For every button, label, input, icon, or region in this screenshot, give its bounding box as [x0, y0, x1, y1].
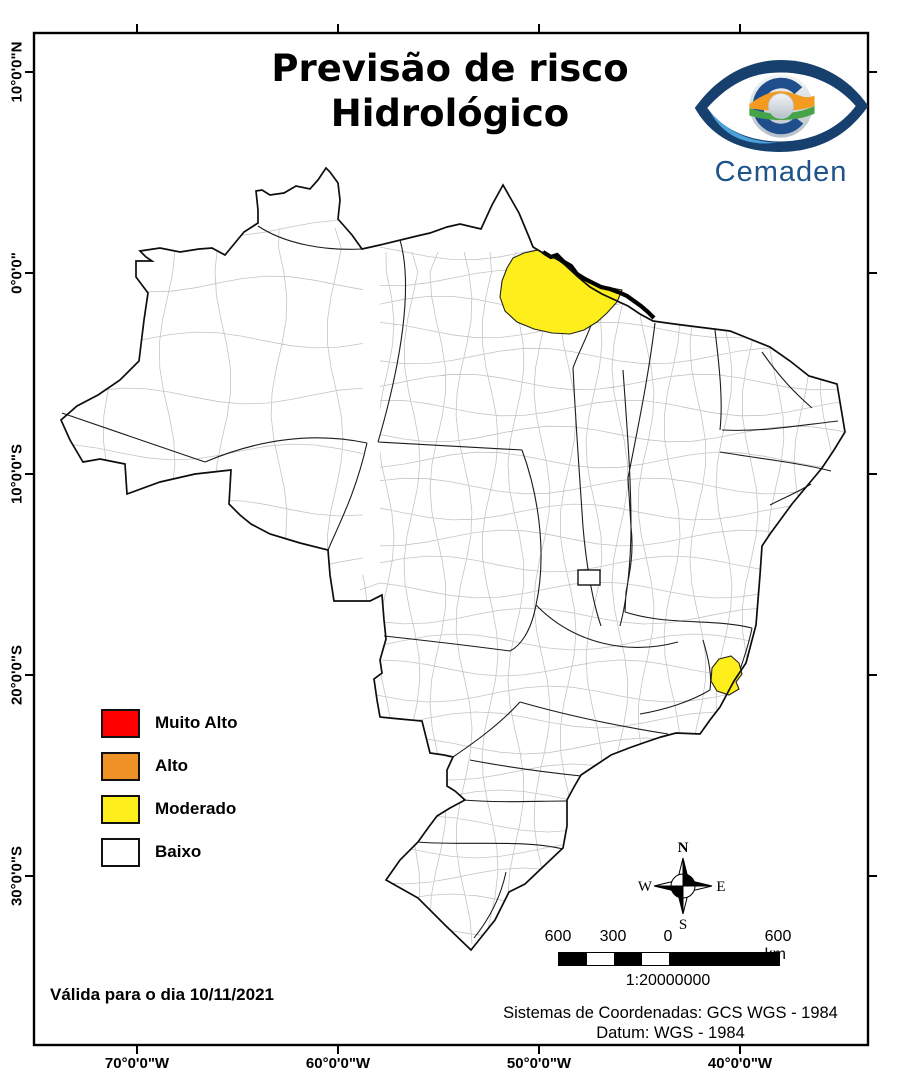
legend-label: Muito Alto: [155, 713, 238, 732]
lat-label-10n: 10°0'0"N: [8, 41, 26, 103]
legend-item-moderado: Moderado: [101, 794, 237, 824]
map-title-line2: Hidrológico: [330, 92, 570, 135]
state-boundaries: [61, 225, 839, 850]
legend-item-baixo: Baixo: [101, 837, 237, 867]
lon-label-40w: 40°0'0"W: [707, 1055, 773, 1072]
map-title: Previsão de risco Hidrológico: [150, 46, 750, 136]
projection-info: Sistemas de Coordenadas: GCS WGS - 1984 …: [468, 1003, 873, 1043]
legend-swatch-baixo: [101, 837, 140, 867]
legend-label: Moderado: [155, 799, 237, 818]
graticule-ticks: [25, 24, 877, 1054]
map-title-line1: Previsão de risco: [271, 47, 629, 90]
cemaden-eye-icon: [694, 60, 869, 152]
lon-label-60w: 60°0'0"W: [305, 1055, 371, 1072]
cemaden-wordmark: Cemaden: [714, 156, 848, 188]
legend-item-muito-alto: Muito Alto: [101, 708, 237, 738]
legend-swatch-alto: [101, 751, 140, 781]
scale-bar-graphic: [558, 952, 780, 966]
lat-label-20s: 20°0'0"S: [8, 644, 26, 706]
compass-west-label: W: [638, 879, 653, 895]
compass-east-label: E: [716, 879, 725, 895]
scale-tick-label: 600: [544, 928, 572, 945]
legend-item-alto: Alto: [101, 751, 237, 781]
distrito-federal: [577, 569, 601, 586]
validity-note: Válida para o dia 10/11/2021: [50, 985, 274, 1004]
legend-swatch-muito-alto: [101, 708, 140, 738]
scale-ratio: 1:20000000: [625, 972, 711, 989]
legend-swatch-moderado: [101, 794, 140, 824]
cemaden-logo: Cemaden: [690, 58, 872, 189]
lagoon-line: [473, 871, 507, 939]
map-frame: [32, 31, 870, 1047]
risk-legend: Muito Alto Alto Moderado Baixo: [101, 708, 237, 880]
lat-label-30s: 30°0'0"S: [8, 845, 26, 907]
compass-rose: N S W E: [638, 840, 726, 932]
thick-coastline: [541, 250, 656, 320]
legend-label: Baixo: [155, 842, 202, 861]
compass-south-label: S: [679, 917, 687, 932]
lat-label-10s: 10°0'0"S: [8, 443, 26, 505]
lat-label-0: 0°0'0": [8, 252, 26, 294]
coordinate-system: Sistemas de Coordenadas: GCS WGS - 1984: [503, 1004, 838, 1022]
lon-label-50w: 50°0'0"W: [506, 1055, 572, 1072]
scale-tick-label: 300: [599, 928, 627, 945]
scale-bar: 600 300 0 600 km 1:20000000: [545, 928, 795, 998]
legend-label: Alto: [155, 756, 189, 775]
scale-tick-label: 0: [663, 928, 673, 945]
compass-north-label: N: [678, 840, 689, 856]
lon-label-70w: 70°0'0"W: [104, 1055, 170, 1072]
datum: Datum: WGS - 1984: [596, 1024, 745, 1042]
